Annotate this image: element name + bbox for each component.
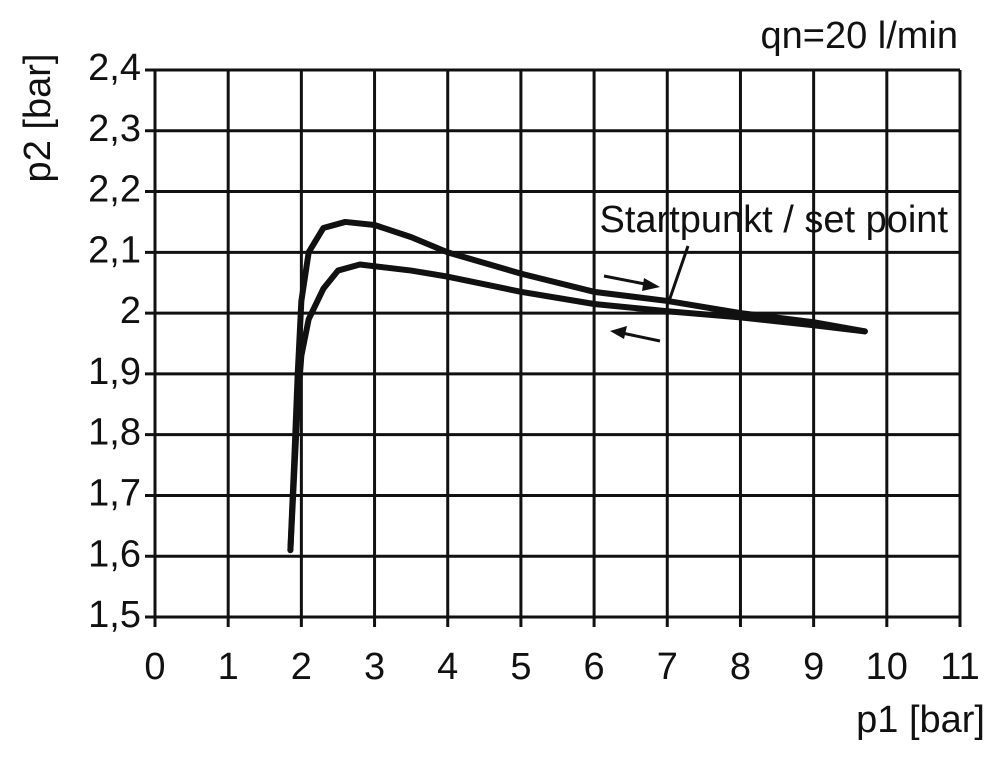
y-tick-label: 1,6: [88, 533, 141, 575]
flow-annotation: qn=20 l/min: [760, 15, 958, 57]
x-tick-label: 4: [437, 646, 458, 688]
x-tick-label: 9: [803, 646, 824, 688]
y-tick-label: 1,5: [88, 594, 141, 636]
arrow-right: [603, 274, 660, 291]
y-tick-label: 2,4: [88, 47, 141, 89]
leader-line: [666, 245, 690, 305]
y-axis-label: p2 [bar]: [17, 54, 59, 183]
x-tick-label: 8: [730, 646, 751, 688]
curve: [287, 261, 868, 554]
x-tick-label: 6: [584, 646, 605, 688]
x-tick-label: 5: [510, 646, 531, 688]
y-tick-label: 2,2: [88, 169, 141, 211]
arrow-left: [610, 326, 661, 343]
curve: [287, 218, 868, 554]
y-tick-label: 1,7: [88, 472, 141, 514]
y-tick-label: 2,3: [88, 108, 141, 150]
x-tick-label: 10: [866, 646, 908, 688]
x-tick-label: 7: [657, 646, 678, 688]
x-tick-label: 3: [364, 646, 385, 688]
set-point-note: Startpunkt / set point: [599, 199, 948, 241]
x-tick-label: 11: [940, 646, 979, 688]
x-tick-label: 1: [218, 646, 239, 688]
x-axis-label: p1 [bar]: [856, 699, 985, 741]
y-tick-label: 2,1: [88, 229, 141, 271]
x-tick-label: 2: [291, 646, 312, 688]
y-tick-label: 1,9: [88, 351, 141, 393]
y-tick-label: 1,8: [88, 412, 141, 454]
y-tick-label: 2: [120, 290, 141, 332]
x-tick-label: 0: [144, 646, 165, 688]
